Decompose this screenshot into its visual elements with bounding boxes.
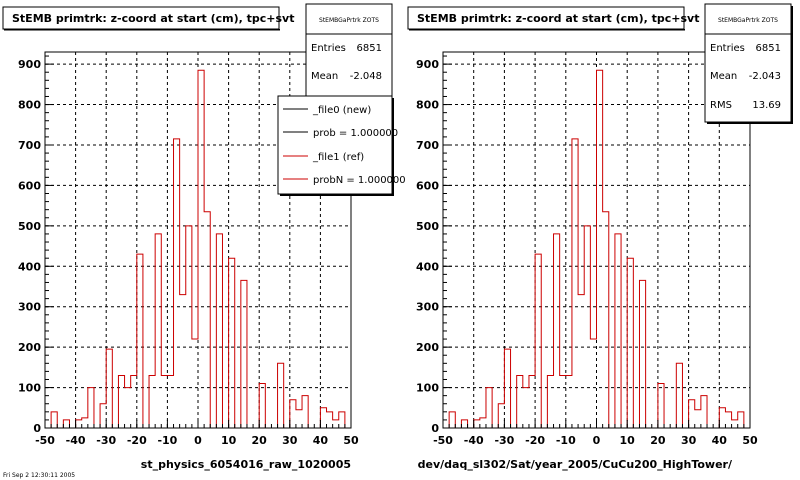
y-tick-label: 300: [416, 301, 439, 314]
x-tick-label: -50: [35, 434, 55, 447]
x-tick-label: 0: [593, 434, 601, 447]
x-tick-label: -30: [96, 434, 116, 447]
x-tick-label: 50: [343, 434, 359, 447]
stats-name: StEMBGaPrtrk ZOTS: [718, 17, 778, 24]
x-tick-label: -20: [127, 434, 147, 447]
y-tick-label: 900: [416, 58, 439, 71]
x-tick-label: -10: [157, 434, 177, 447]
y-tick-label: 600: [18, 179, 41, 192]
y-tick-label: 300: [18, 301, 41, 314]
stats-mean-value: -2.043: [749, 71, 781, 82]
histogram-series: [45, 69, 351, 429]
y-tick-label: 400: [18, 260, 41, 273]
y-axis: 0 100 200 300 400 500 600 700 800 900: [18, 55, 54, 435]
x-tick-label: 20: [650, 434, 666, 447]
y-tick-label: 600: [416, 179, 439, 192]
x-tick-label: 40: [313, 434, 329, 447]
histogram-line: [45, 69, 351, 429]
y-tick-label: 800: [18, 99, 41, 112]
legend-label-probn: probN = 1.000000: [313, 175, 406, 186]
y-tick-label: 0: [431, 422, 439, 435]
legend-label-ref: _file1 (ref): [312, 152, 364, 163]
y-tick-label: 700: [416, 139, 439, 152]
stats-rms-label: RMS: [710, 100, 732, 111]
x-axis: -50 -40 -30 -20 -10 0 10 20 30 40 50: [35, 420, 359, 447]
chart-title: StEMB primtrk: z-coord at start (cm), tp…: [417, 12, 700, 25]
y-tick-label: 100: [18, 382, 41, 395]
x-axis-label: st_physics_6054016_raw_1020005: [141, 458, 351, 471]
y-tick-label: 0: [33, 422, 41, 435]
x-tick-label: -10: [556, 434, 576, 447]
x-tick-label: -40: [66, 434, 86, 447]
y-tick-label: 500: [416, 220, 439, 233]
y-tick-label: 800: [416, 99, 439, 112]
stats-name: StEMBGaPrtrk ZOTS: [319, 17, 379, 24]
chart-title: StEMB primtrk: z-coord at start (cm), tp…: [12, 12, 295, 25]
x-tick-label: -50: [433, 434, 453, 447]
x-tick-label: 30: [681, 434, 697, 447]
stats-mean-label: Mean: [311, 71, 338, 82]
x-axis-label: dev/daq_sl302/Sat/year_2005/CuCu200_High…: [418, 458, 733, 471]
stats-rms-value: 13.69: [752, 100, 781, 111]
stats-entries-label: Entries: [710, 43, 745, 54]
histogram-series: [443, 69, 750, 429]
stats-entries-label: Entries: [311, 43, 346, 54]
y-tick-label: 500: [18, 220, 41, 233]
x-tick-label: 10: [620, 434, 636, 447]
stats-box: StEMBGaPrtrk ZOTS Entries 6851 Mean -2.0…: [305, 3, 393, 97]
stats-entries-value: 6851: [357, 43, 382, 54]
x-tick-label: 40: [712, 434, 728, 447]
x-tick-label: 20: [252, 434, 268, 447]
legend-label-prob: prob = 1.000000: [313, 128, 398, 139]
y-axis: 0 100 200 300 400 500 600 700 800 900: [416, 55, 452, 435]
x-tick-label: 30: [282, 434, 298, 447]
stats-entries-value: 6851: [756, 43, 781, 54]
panel-right: -50 -40 -30 -20 -10 0 10 20 30 40 50 0 100 200 300 400…: [407, 3, 793, 471]
stats-mean-value: -2.048: [350, 71, 382, 82]
stats-mean-label: Mean: [710, 71, 737, 82]
y-tick-label: 900: [18, 58, 41, 71]
panel-left: -50 -40 -30 -20 -10 0 10 20 30 40 50 0 100 200 300 400…: [2, 3, 406, 471]
legend-label-new: _file0 (new): [312, 105, 371, 116]
x-axis: -50 -40 -30 -20 -10 0 10 20 30 40 50: [433, 420, 758, 447]
stats-box: StEMBGaPrtrk ZOTS Entries 6851 Mean -2.0…: [704, 3, 793, 124]
y-tick-label: 200: [416, 341, 439, 354]
histogram-line: [443, 69, 750, 429]
x-tick-label: 0: [194, 434, 202, 447]
x-tick-label: 10: [221, 434, 237, 447]
x-tick-label: -40: [464, 434, 484, 447]
y-tick-label: 200: [18, 341, 41, 354]
y-tick-label: 400: [416, 260, 439, 273]
legend: _file0 (new) prob = 1.000000 _file1 (ref…: [277, 95, 406, 196]
y-tick-label: 100: [416, 382, 439, 395]
y-tick-label: 700: [18, 139, 41, 152]
x-tick-label: -20: [525, 434, 545, 447]
x-tick-label: 50: [742, 434, 758, 447]
title-box: StEMB primtrk: z-coord at start (cm), tp…: [407, 6, 700, 31]
x-tick-label: -30: [494, 434, 514, 447]
title-box: StEMB primtrk: z-coord at start (cm), tp…: [2, 6, 295, 31]
timestamp-footer: Fri Sep 2 12:30:11 2005: [3, 472, 75, 479]
